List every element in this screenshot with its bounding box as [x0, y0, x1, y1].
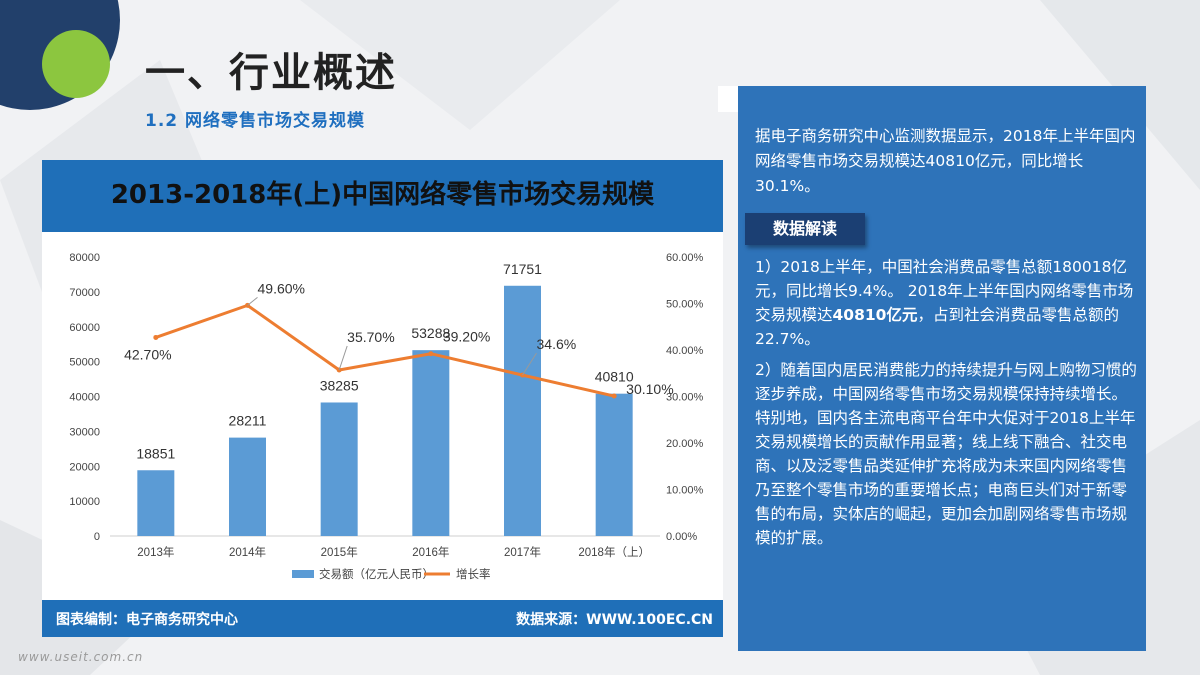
y-right-tick-label: 0.00%	[666, 531, 697, 543]
bar-value-label: 38285	[320, 377, 359, 393]
label-leader-line	[522, 352, 537, 376]
growth-rate-line	[155, 303, 615, 398]
label-leader-line	[247, 296, 258, 306]
info-panel	[738, 86, 1146, 651]
legend-line-label: 增长率	[456, 567, 491, 581]
growth-rate-label: 34.6%	[537, 336, 577, 352]
growth-rate-point	[153, 334, 159, 340]
chart-title: 2013-2018年(上)中国网络零售市场交易规模	[110, 180, 655, 210]
panel-tab	[718, 86, 738, 112]
data-interpretation-badge: 数据解读	[745, 213, 865, 245]
bar	[412, 350, 450, 536]
growth-rate-point	[611, 393, 617, 399]
bar-value-label: 53288	[411, 325, 450, 341]
x-tick-label: 2015年	[321, 545, 358, 559]
x-tick-label: 2017年	[504, 545, 541, 559]
y-left-tick-label: 30000	[69, 426, 100, 438]
info-p1-text: 1）2018上半年，中国社会消费品零售总额180018亿元，同比增长9.4%。 …	[755, 258, 1134, 324]
chart-footer-banner: 图表编制：电子商务研究中心 数据来源：WWW.100EC.CN	[42, 600, 723, 637]
combo-chart: 0 10000 20000 30000 40000 50000 60000 70000 8000…	[69, 252, 704, 581]
x-tick-label: 2014年	[229, 545, 266, 559]
y-left-tick-label: 40000	[69, 392, 100, 404]
growth-rate-label: 35.70%	[347, 329, 394, 345]
y-left-tick-label: 70000	[69, 287, 100, 299]
chart-source: 数据来源：WWW.100EC.CN	[516, 612, 713, 628]
bar	[137, 470, 175, 536]
y-left-tick-label: 50000	[69, 357, 100, 369]
y-right-tick-label: 30.00%	[666, 392, 704, 404]
y-left-tick-label: 60000	[69, 322, 100, 334]
y-right-tick-label: 40.00%	[666, 345, 704, 357]
page-title: 一、行业概述	[145, 50, 397, 96]
bar	[504, 285, 541, 536]
bar-value-label: 28211	[229, 413, 267, 429]
info-intro: 据电子商务研究中心监测数据显示，2018年上半年国内网络零售市场交易规模达408…	[755, 127, 1136, 195]
x-tick-label: 2013年	[137, 545, 174, 559]
y-right-tick-label: 60.00%	[666, 252, 704, 264]
growth-rate-label: 30.10%	[626, 381, 673, 397]
bar	[320, 402, 358, 536]
y-left-tick-label: 80000	[69, 252, 100, 264]
info-p1-text-end: ，占到社会消费品零售总额的22.7%。	[755, 306, 1119, 348]
info-p1-highlight: 40810亿元	[832, 306, 918, 324]
bar-value-label: 40810	[595, 369, 634, 385]
section-subtitle: 1.2 网络零售市场交易规模	[145, 111, 366, 131]
growth-rate-point	[428, 351, 434, 357]
growth-rate-label: 42.70%	[124, 346, 171, 362]
y-right-tick-label: 20.00%	[666, 438, 704, 450]
y-right-tick-label: 10.00%	[666, 485, 704, 497]
bar	[595, 393, 633, 536]
bar-value-label: 18851	[136, 445, 175, 461]
chart-credit: 图表编制：电子商务研究中心	[56, 612, 238, 628]
info-paragraph-2: 2）随着国内居民消费能力的持续提升与网上购物习惯的逐步养成，中国网络零售市场交易…	[755, 361, 1137, 547]
y-left-tick-label: 0	[94, 531, 100, 543]
chart-title-banner: 2013-2018年(上)中国网络零售市场交易规模	[42, 160, 723, 232]
y-right-tick-label: 50.00%	[666, 299, 704, 311]
decor-circle-green	[42, 30, 110, 98]
label-leader-line	[338, 345, 348, 371]
x-tick-label: 2016年	[412, 545, 449, 559]
watermark: www.useit.com.cn	[18, 650, 144, 664]
growth-rate-label: 49.60%	[258, 280, 305, 296]
bar-value-label: 71751	[503, 261, 542, 277]
growth-rate-label: 39.20%	[443, 329, 490, 345]
y-left-tick-label: 20000	[69, 461, 100, 473]
bar	[229, 437, 266, 536]
legend-bar-label: 交易额（亿元人民币）	[319, 567, 434, 581]
y-left-tick-label: 10000	[69, 496, 100, 508]
x-tick-label: 2018年（上）	[578, 545, 650, 559]
legend-bar-swatch	[292, 570, 314, 578]
info-paragraph-1: 1）2018上半年，中国社会消费品零售总额180018亿元，同比增长9.4%。 …	[755, 255, 1137, 351]
